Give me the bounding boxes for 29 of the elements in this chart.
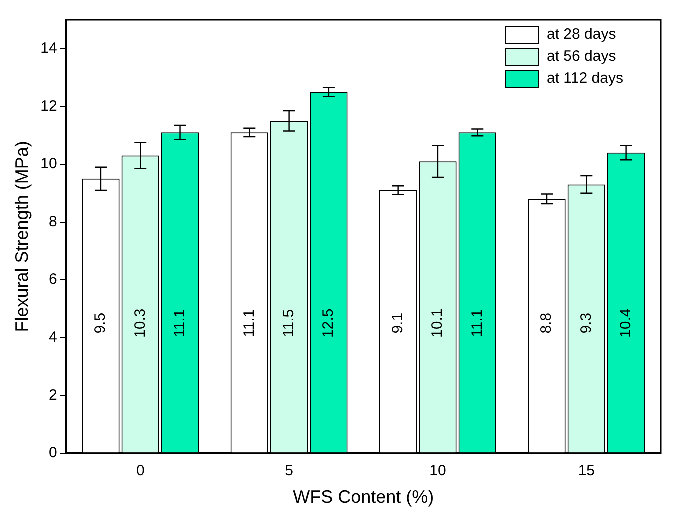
data-label: 9.1 <box>389 312 406 334</box>
legend-label: at 56 days <box>547 48 616 66</box>
y-tick-label: 12 <box>40 98 58 115</box>
y-tick-label: 6 <box>48 271 58 288</box>
x-tick-label: 10 <box>430 462 446 480</box>
y-tick-label: 0 <box>48 444 58 462</box>
y-tick-label: 8 <box>48 213 58 230</box>
data-label: 9.5 <box>92 312 110 334</box>
data-label: 10.3 <box>132 308 149 338</box>
data-label: 11.1 <box>171 309 188 338</box>
data-label: 9.3 <box>578 312 595 334</box>
x-tick-label: 15 <box>578 462 596 480</box>
x-tick-label: 0 <box>136 462 145 480</box>
data-label: 10.1 <box>429 308 446 338</box>
data-label: 8.8 <box>538 312 556 334</box>
data-label: 11.1 <box>240 309 258 338</box>
legend-label: at 28 days <box>547 26 616 44</box>
data-label: 12.5 <box>320 308 338 338</box>
data-label: 11.5 <box>280 309 298 338</box>
x-tick-label: 5 <box>285 462 294 480</box>
y-tick-label: 4 <box>48 328 58 346</box>
data-label: 10.4 <box>617 308 634 338</box>
y-tick-label: 10 <box>40 156 58 173</box>
data-label: 11.1 <box>468 309 486 338</box>
x-axis-title: WFS Content (%) <box>293 487 434 508</box>
legend-label: at 112 days <box>547 70 624 88</box>
y-tick-label: 14 <box>40 40 58 58</box>
y-tick-label: 2 <box>48 386 58 404</box>
y-axis-title: Flexural Strength (MPa) <box>12 141 32 332</box>
